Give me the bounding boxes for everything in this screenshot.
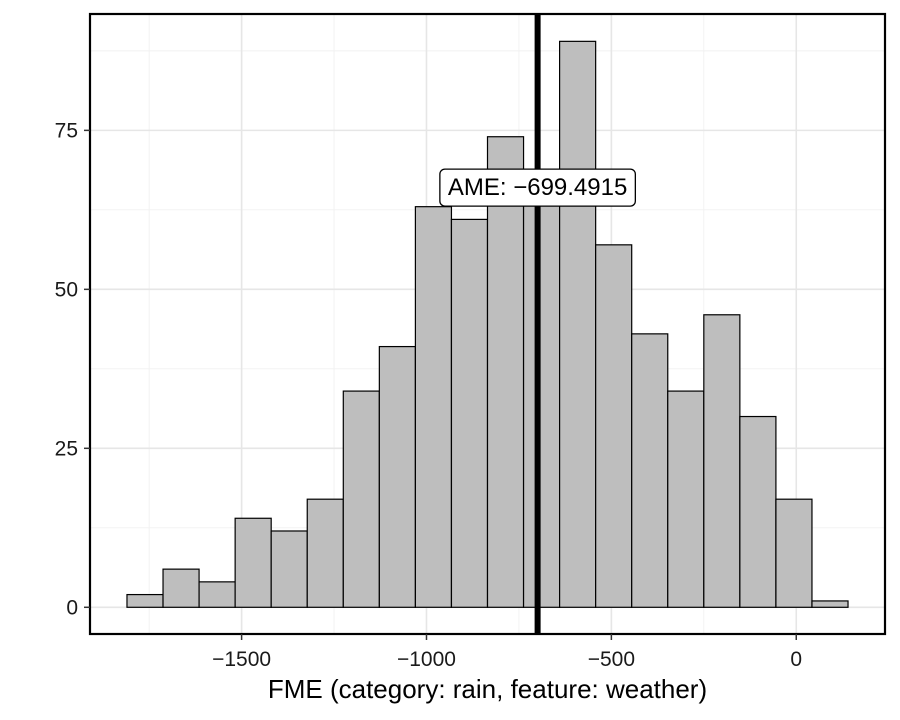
histogram-bar: [595, 244, 633, 608]
histogram-bar: [739, 415, 777, 608]
histogram-bar: [270, 530, 308, 608]
histogram-bar: [414, 206, 453, 608]
x-tick-label: −1500: [212, 648, 271, 671]
histogram-bar: [198, 581, 236, 608]
histogram-bar: [306, 498, 344, 608]
ame-label: AME: −699.4915: [439, 168, 636, 207]
ame-label-text: AME: −699.4915: [448, 174, 627, 201]
x-tick-label: 0: [790, 648, 802, 671]
histogram-bar: [522, 193, 561, 608]
x-tick-label: −1000: [397, 648, 456, 671]
histogram-bar: [703, 314, 741, 608]
histogram-bar: [450, 218, 489, 608]
y-tick-label: 75: [55, 119, 78, 142]
histogram-bar: [486, 136, 525, 608]
y-tick-label: 50: [55, 278, 78, 301]
histogram-bars: [126, 40, 849, 608]
histogram-bar: [234, 517, 272, 608]
histogram-bar: [667, 390, 705, 608]
x-axis-title: FME (category: rain, feature: weather): [268, 674, 707, 704]
ame-label-box: [439, 168, 636, 207]
histogram-bar: [342, 390, 380, 608]
histogram-bar: [126, 593, 164, 608]
axis-ticks: −1500 −1000 −500 0 0 25 50 75: [55, 119, 802, 671]
histogram-bar: [378, 345, 416, 608]
histogram-bar: [162, 568, 200, 608]
histogram-bar: [811, 600, 849, 608]
y-tick-label: 25: [55, 437, 78, 460]
histogram-bar: [775, 498, 813, 608]
x-tick-label: −500: [588, 648, 635, 671]
plot-panel-border: [88, 12, 887, 636]
histogram-bar: [559, 40, 597, 608]
histogram-bar: [631, 333, 669, 608]
y-tick-label: 0: [66, 596, 78, 619]
